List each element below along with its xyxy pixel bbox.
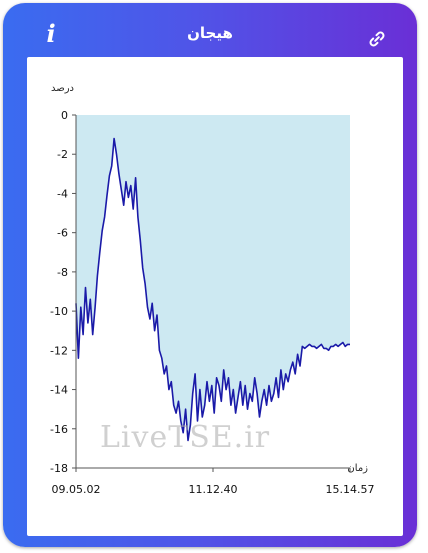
series-line (75, 137, 350, 442)
y-axis-label: درصد (51, 83, 74, 94)
info-icon[interactable]: i (46, 19, 56, 48)
y-tick-label: 0 (61, 109, 68, 122)
card-title: هیجان (187, 24, 233, 42)
x-tick-label: 09.05.02 (52, 483, 101, 496)
x-tick-label: 11.12.40 (189, 483, 238, 496)
card-header: i هیجان (3, 3, 417, 57)
y-tick-label: -14 (50, 384, 68, 397)
y-tick-label: -18 (50, 462, 68, 475)
y-tick-label: -10 (50, 305, 68, 318)
link-icon[interactable] (367, 29, 387, 49)
y-tick-label: -16 (50, 423, 68, 436)
y-tick-label: -2 (57, 148, 68, 161)
y-tick-label: -4 (57, 187, 68, 200)
y-tick-label: -8 (57, 266, 68, 279)
series-area (76, 115, 350, 441)
x-tick-label: 15.14.57 (326, 483, 375, 496)
y-tick-label: -12 (50, 344, 68, 357)
y-tick-label: -6 (57, 227, 68, 240)
x-axis-label: زمان (347, 463, 368, 474)
watermark: LiveTSE.ir (100, 420, 271, 455)
